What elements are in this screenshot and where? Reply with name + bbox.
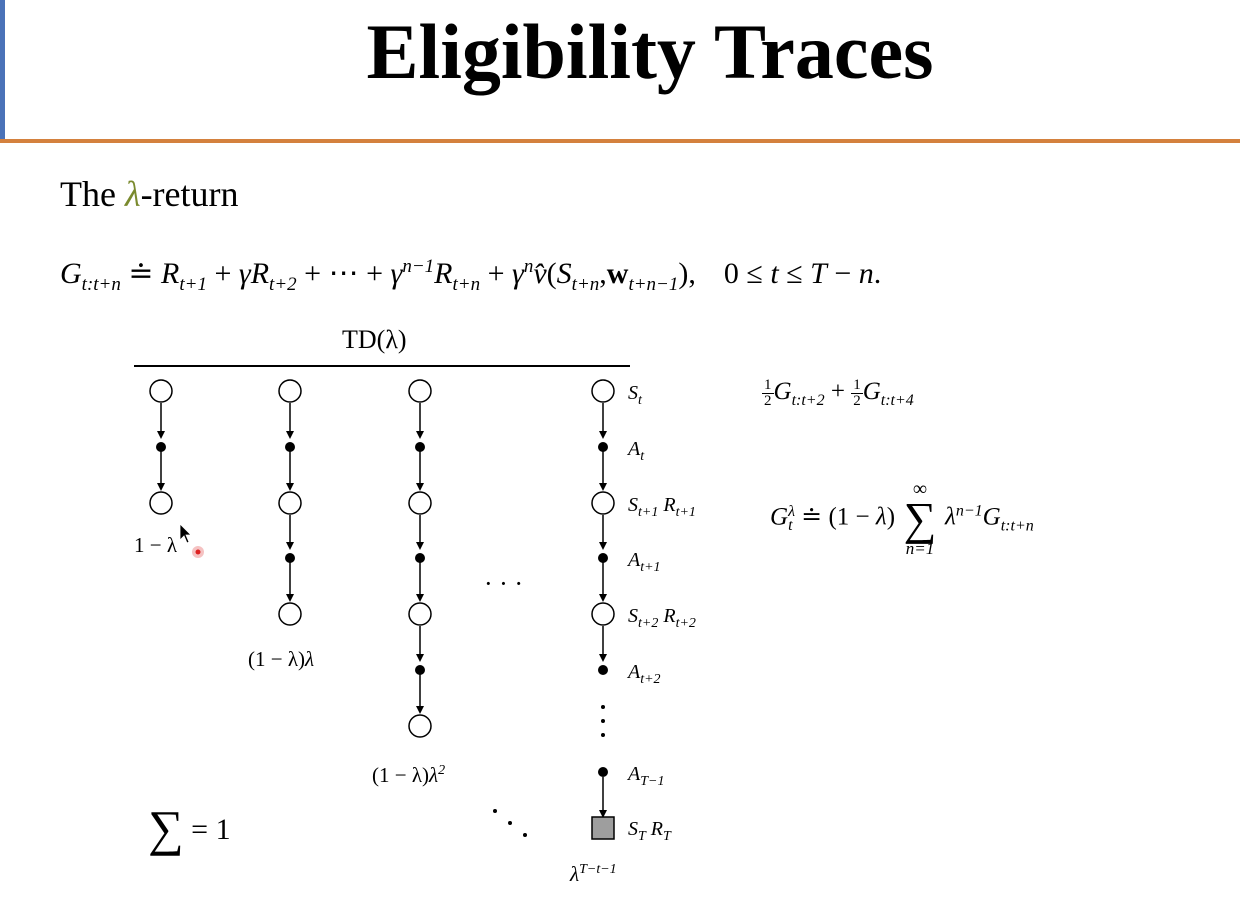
vertical-ellipsis	[601, 705, 605, 737]
state-node	[408, 714, 432, 738]
left-accent-bar	[0, 0, 5, 142]
label-At1: At+1	[628, 549, 661, 575]
heading-suffix: -return	[140, 174, 239, 214]
title-divider	[0, 139, 1240, 143]
label-ATm1: AT−1	[628, 763, 665, 789]
td-lambda-rule	[134, 365, 630, 367]
state-node	[278, 491, 302, 515]
mouse-cursor-icon	[179, 523, 204, 558]
slide-title: Eligibility Traces	[366, 8, 934, 95]
label-At2: At+2	[628, 661, 661, 687]
action-node	[415, 665, 425, 675]
action-node	[415, 553, 425, 563]
backup-column-3	[408, 379, 432, 738]
state-node	[408, 379, 432, 403]
diagonal-ellipsis	[493, 809, 527, 837]
weight-label-terminal: λT−t−1	[570, 862, 617, 886]
action-node	[598, 442, 608, 452]
label-St: St	[628, 382, 642, 408]
half-half-return-equation: 1 2 Gt:t+2 + 1 2 Gt:t+4	[762, 376, 914, 409]
heading-lambda: λ	[124, 174, 141, 214]
backup-column-1	[149, 379, 173, 515]
state-node	[408, 602, 432, 626]
state-node	[591, 379, 615, 403]
weight-label-1: 1 − λ	[134, 533, 178, 557]
horizontal-ellipsis: · · ·	[484, 569, 523, 598]
state-node	[149, 491, 173, 515]
terminal-state-node	[591, 816, 615, 840]
state-node	[149, 379, 173, 403]
label-At: At	[628, 438, 645, 464]
td-lambda-label: TD(λ)	[342, 325, 407, 354]
backup-column-2	[278, 379, 302, 626]
weight-label-3: (1 − λ)λ2	[372, 763, 446, 787]
action-node	[598, 767, 608, 777]
action-node	[285, 442, 295, 452]
state-node	[591, 491, 615, 515]
state-node	[278, 602, 302, 626]
state-node	[408, 491, 432, 515]
label-St1: St+1 Rt+1	[628, 494, 696, 520]
action-node	[415, 442, 425, 452]
weights-sum-to-one: ∑ = 1	[148, 800, 231, 856]
section-heading: The λ-return	[60, 172, 239, 216]
state-node	[591, 602, 615, 626]
action-node	[598, 665, 608, 675]
action-node	[285, 553, 295, 563]
label-St2: St+2 Rt+2	[628, 605, 696, 631]
action-node	[598, 553, 608, 563]
label-ST: ST RT	[628, 818, 671, 844]
state-node	[278, 379, 302, 403]
action-node	[156, 442, 166, 452]
heading-prefix: The	[60, 174, 125, 214]
n-step-return-equation: Gt:t+n ≐ Rt+1 + γRt+2 + ⋯ + γn−1Rt+n + γ…	[60, 256, 882, 295]
backup-column-episode	[591, 379, 615, 840]
weight-label-2: (1 − λ)λ	[248, 647, 315, 671]
